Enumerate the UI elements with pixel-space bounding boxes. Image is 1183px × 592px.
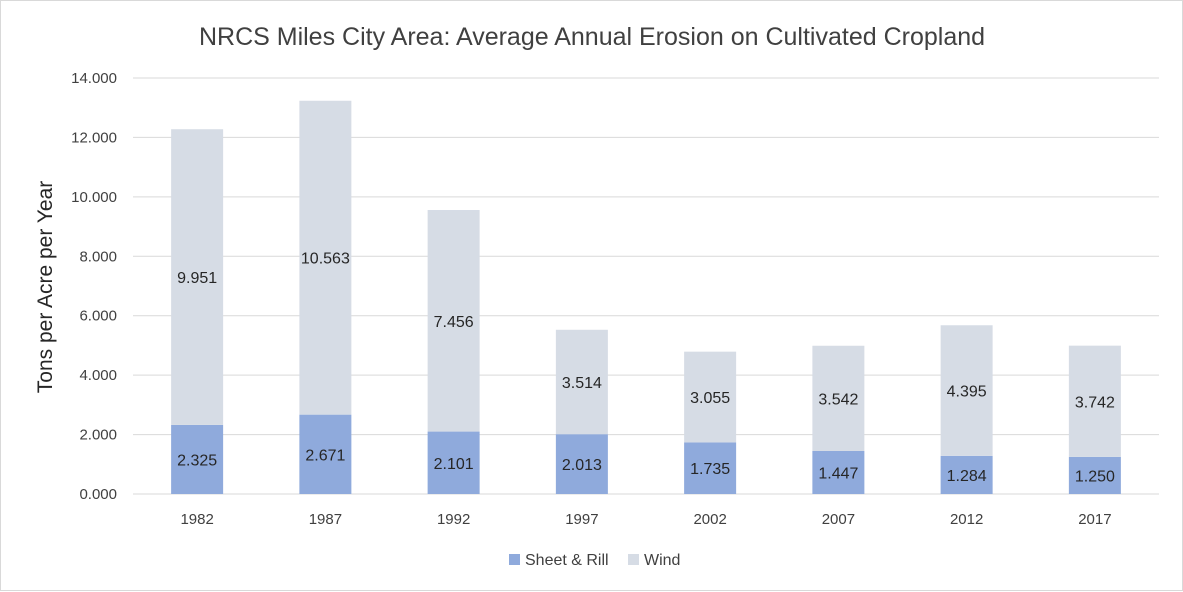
bar-wind-2017 [1068, 345, 1121, 457]
bar-sheet-rill-2007 [812, 451, 865, 494]
data-label: 1.284 [947, 468, 987, 485]
y-tick-label: 12.000 [71, 129, 117, 146]
x-tick-label: 1992 [437, 511, 470, 528]
data-label: 3.055 [690, 390, 730, 407]
data-label: 2.325 [177, 452, 217, 469]
x-tick-label: 2002 [693, 511, 726, 528]
y-tick-label: 0.000 [79, 486, 117, 503]
data-label: 1.735 [690, 461, 730, 478]
bars [171, 100, 1121, 494]
bar-sheet-rill-1992 [427, 431, 480, 494]
bar-sheet-rill-2012 [940, 455, 993, 494]
legend-swatch [509, 554, 520, 565]
bar-sheet-rill-2002 [684, 442, 737, 494]
data-label: 9.951 [177, 270, 217, 287]
data-label: 4.395 [947, 384, 987, 401]
data-label: 3.742 [1075, 394, 1115, 411]
bar-sheet-rill-1982 [171, 424, 224, 494]
y-tick-label: 14.000 [71, 70, 117, 87]
legend-swatch [628, 554, 639, 565]
gridlines [133, 77, 1159, 495]
bar-wind-2002 [684, 351, 737, 443]
y-tick-label: 4.000 [79, 367, 117, 384]
x-tick-label: 2007 [822, 511, 855, 528]
y-tick-label: 8.000 [79, 248, 117, 265]
bar-sheet-rill-1997 [555, 434, 608, 494]
bar-sheet-rill-2017 [1068, 456, 1121, 494]
data-label: 3.514 [562, 375, 602, 392]
chart-title: NRCS Miles City Area: Average Annual Ero… [199, 23, 985, 51]
data-label: 2.013 [562, 457, 602, 474]
legend-label: Sheet & Rill [525, 552, 609, 569]
bar-wind-1987 [299, 100, 352, 415]
y-tick-label: 6.000 [79, 308, 117, 325]
legend-label: Wind [644, 552, 680, 569]
data-label: 10.563 [301, 251, 350, 268]
data-label: 1.250 [1075, 468, 1115, 485]
y-axis-ticks: 0.000 2.000 4.000 6.000 8.000 10.000 12.000 14.… [71, 70, 117, 503]
bar-wind-2007 [812, 345, 865, 452]
data-label: 7.456 [434, 314, 474, 331]
data-label: 3.542 [818, 391, 858, 408]
x-tick-label: 2012 [950, 511, 983, 528]
x-tick-label: 2017 [1078, 511, 1111, 528]
y-tick-label: 2.000 [79, 427, 117, 444]
bar-wind-2012 [940, 325, 993, 456]
x-axis-ticks: 1982 1987 1992 1997 2002 2007 2012 2017 [180, 511, 1111, 528]
y-axis-label: Tons per Acre per Year [34, 181, 57, 393]
data-labels: 2.325 9.951 2.671 10.563 2.101 7.456 2.013 3.51… [177, 251, 1115, 486]
data-label: 1.447 [818, 466, 858, 483]
bar-wind-1992 [427, 210, 480, 432]
x-tick-label: 1982 [180, 511, 213, 528]
data-label: 2.101 [434, 456, 474, 473]
bar-wind-1997 [555, 329, 608, 435]
legend: Sheet & Rill Wind [509, 552, 680, 569]
x-tick-label: 1987 [309, 511, 342, 528]
bar-wind-1982 [171, 129, 224, 425]
y-tick-label: 10.000 [71, 189, 117, 206]
data-label: 2.671 [305, 447, 345, 464]
x-tick-label: 1997 [565, 511, 598, 528]
bar-sheet-rill-1987 [299, 414, 352, 494]
